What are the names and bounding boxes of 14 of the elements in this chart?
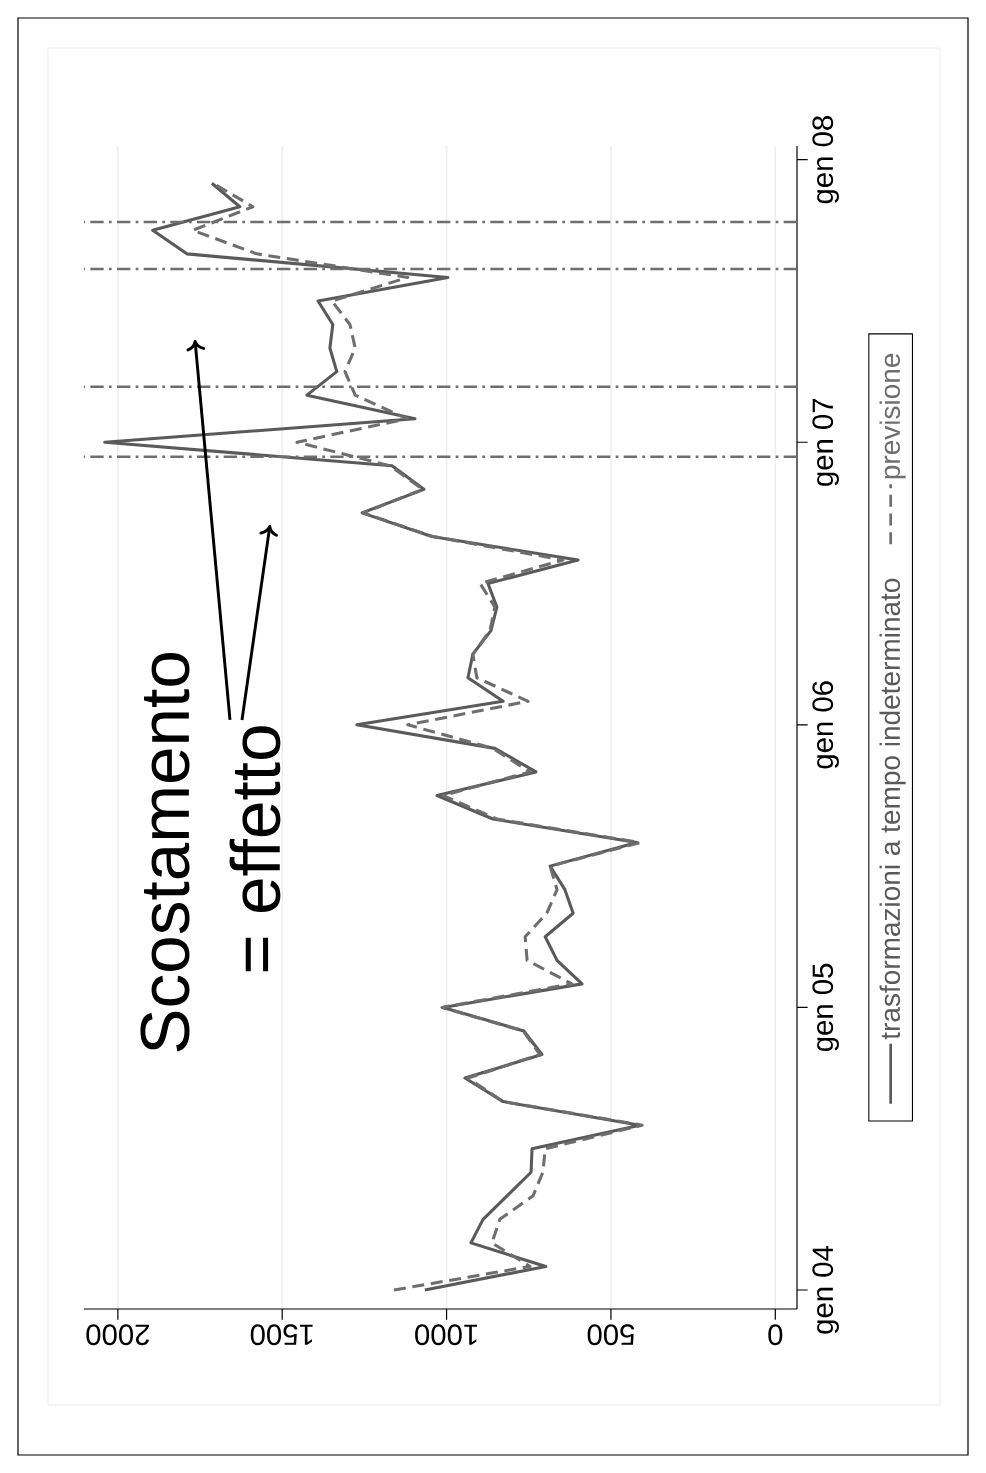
x-tick-label: 1000 [415, 1324, 477, 1346]
y-tick-label: gen 04 [812, 1246, 839, 1334]
y-tick-label: gen 05 [812, 963, 839, 1052]
text: trasformazioni a tempo indeterminato [879, 578, 906, 1040]
y-tick-label: gen 07 [812, 398, 839, 486]
y-tick-label: gen 06 [812, 681, 839, 769]
x-tick-label: 500 [587, 1324, 635, 1346]
annotation: Scostamento [140, 652, 190, 1052]
text: previsione [879, 353, 906, 479]
x-tick-label: 0 [768, 1324, 783, 1346]
annotation: = effetto [229, 726, 281, 972]
x-tick-label: 1500 [250, 1324, 313, 1346]
x-tick-label: 2000 [86, 1324, 149, 1346]
y-tick-label: gen 08 [812, 116, 839, 204]
